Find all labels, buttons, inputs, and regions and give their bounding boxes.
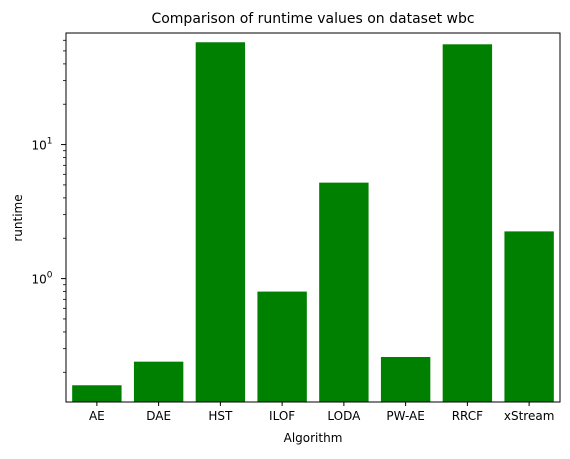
- y-tick-label: 101: [31, 137, 52, 153]
- bar-ae: [72, 385, 122, 402]
- bar-pw-ae: [380, 357, 431, 402]
- bar-loda: [319, 182, 369, 402]
- x-tick-label: DAE: [146, 409, 171, 423]
- bar-rrcf: [442, 44, 493, 403]
- bar-dae: [133, 361, 184, 402]
- bars-layer: [72, 42, 554, 403]
- x-axis-label: Algorithm: [284, 431, 343, 445]
- bar-xstream: [504, 231, 554, 402]
- chart-title: Comparison of runtime values on dataset …: [151, 11, 474, 27]
- x-tick-label: ILOF: [269, 409, 295, 423]
- ticks-layer: AE DAE HST ILOF LODA PW-AE RRCF xStream 100 101: [31, 39, 555, 423]
- x-tick-label: HST: [208, 409, 233, 423]
- x-tick-label: RRCF: [452, 409, 483, 423]
- y-tick-label: 100: [31, 271, 52, 287]
- bar-ilof: [257, 291, 307, 402]
- x-tick-label: PW-AE: [386, 409, 424, 423]
- x-tick-label: xStream: [504, 409, 555, 423]
- bar-hst: [195, 42, 246, 402]
- x-tick-label: LODA: [327, 409, 361, 423]
- y-axis-label: runtime: [11, 194, 25, 241]
- x-tick-label: AE: [89, 409, 105, 423]
- plot-frame: [65, 32, 561, 403]
